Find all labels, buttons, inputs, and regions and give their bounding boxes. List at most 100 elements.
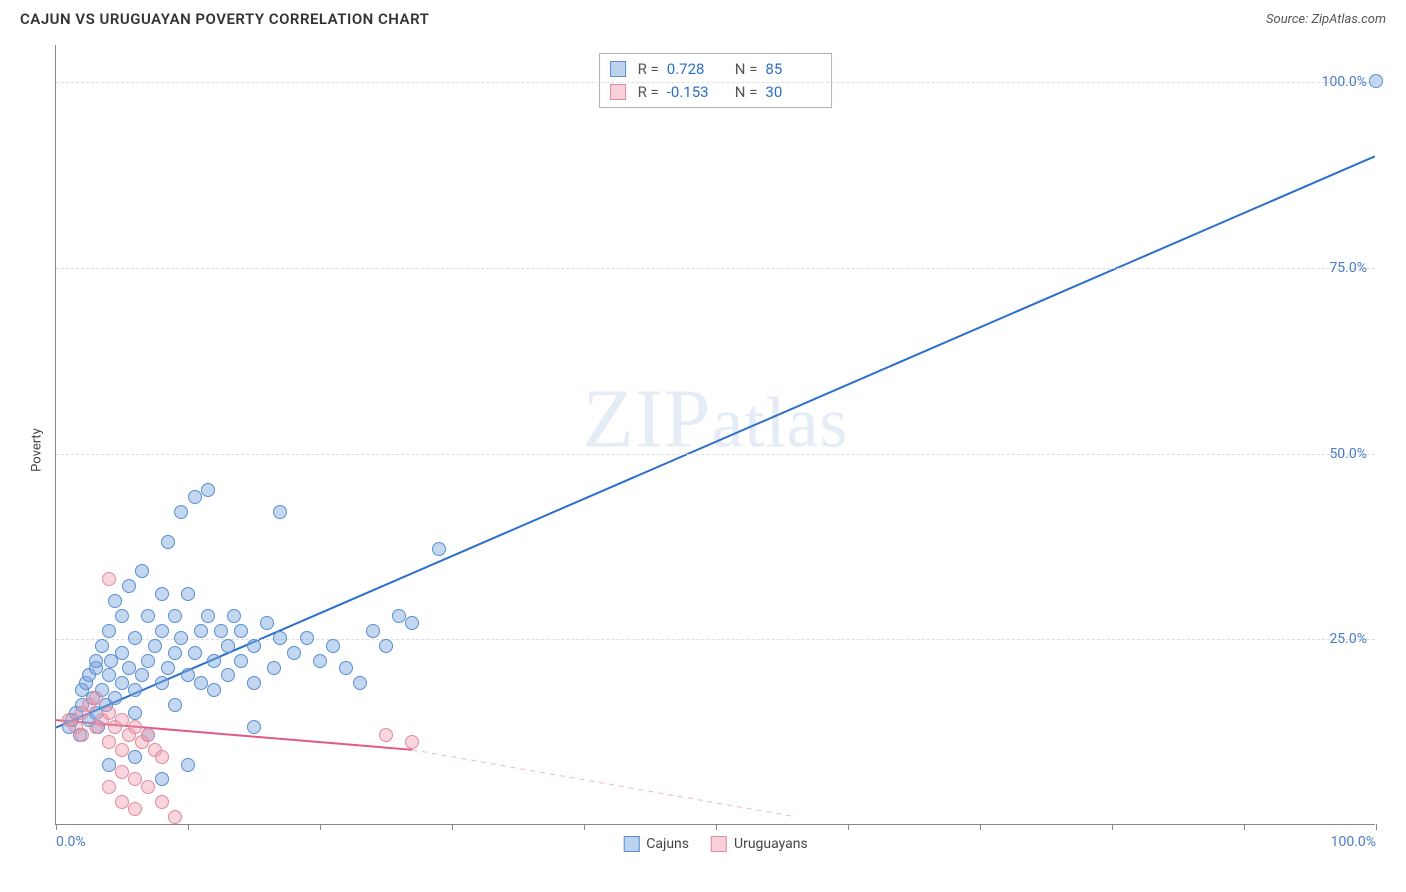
data-point [115, 646, 129, 660]
n-value: 30 [765, 81, 821, 104]
data-point [432, 542, 446, 556]
x-tick [848, 824, 849, 830]
legend-label: Uruguayans [734, 836, 808, 852]
n-label: N = [735, 58, 758, 81]
data-point [379, 728, 393, 742]
data-point [181, 758, 195, 772]
data-point [115, 713, 129, 727]
data-point [128, 631, 142, 645]
data-point [155, 750, 169, 764]
gridline [56, 82, 1375, 83]
data-point [326, 639, 340, 653]
data-point [313, 654, 327, 668]
x-tick [1376, 824, 1377, 830]
legend-swatch [610, 61, 626, 77]
y-tick-label: 25.0% [1329, 631, 1367, 647]
x-tick [56, 824, 57, 830]
data-point [300, 631, 314, 645]
data-point [221, 639, 235, 653]
legend-swatch [610, 84, 626, 100]
data-point [155, 772, 169, 786]
data-point [89, 654, 103, 668]
data-point [194, 676, 208, 690]
data-point [102, 780, 116, 794]
data-point [221, 668, 235, 682]
data-point [405, 735, 419, 749]
data-point [141, 609, 155, 623]
data-point [267, 661, 281, 675]
data-point [273, 505, 287, 519]
gridline [56, 454, 1375, 455]
r-value: -0.153 [667, 81, 723, 104]
data-point [141, 654, 155, 668]
data-point [155, 676, 169, 690]
data-point [188, 490, 202, 504]
source-attribution: Source: ZipAtlas.com [1266, 12, 1386, 27]
data-point [181, 587, 195, 601]
series-legend: Cajuns Uruguayans [623, 836, 808, 852]
data-point [95, 639, 109, 653]
data-point [108, 594, 122, 608]
legend-item: Uruguayans [711, 836, 808, 852]
data-point [128, 802, 142, 816]
data-point [168, 609, 182, 623]
data-point [214, 624, 228, 638]
data-point [155, 795, 169, 809]
chart-container: Poverty ZIPatlas R =0.728N =85R =-0.153N… [20, 40, 1386, 860]
data-point [115, 609, 129, 623]
data-point [247, 720, 261, 734]
y-axis-label: Poverty [29, 428, 44, 472]
data-point [115, 676, 129, 690]
source-label: Source: [1266, 12, 1311, 27]
data-point [1369, 74, 1383, 88]
data-point [168, 698, 182, 712]
data-point [115, 795, 129, 809]
data-point [102, 758, 116, 772]
data-point [168, 810, 182, 824]
x-tick [980, 824, 981, 830]
data-point [247, 639, 261, 653]
data-point [287, 646, 301, 660]
data-point [75, 728, 89, 742]
data-point [161, 535, 175, 549]
data-point [227, 609, 241, 623]
n-label: N = [735, 81, 758, 104]
data-point [207, 683, 221, 697]
x-tick-label: 100.0% [1331, 834, 1376, 850]
data-point [135, 564, 149, 578]
data-point [168, 646, 182, 660]
data-point [128, 772, 142, 786]
x-tick [1112, 824, 1113, 830]
data-point [89, 691, 103, 705]
source-name: ZipAtlas.com [1311, 12, 1386, 27]
data-point [161, 661, 175, 675]
data-point [128, 720, 142, 734]
data-point [102, 735, 116, 749]
legend-swatch [623, 836, 639, 852]
data-point [392, 609, 406, 623]
data-point [353, 676, 367, 690]
data-point [339, 661, 353, 675]
data-point [102, 706, 116, 720]
x-tick [452, 824, 453, 830]
data-point [234, 624, 248, 638]
data-point [188, 646, 202, 660]
correlation-stats-box: R =0.728N =85R =-0.153N =30 [599, 53, 833, 108]
data-point [201, 483, 215, 497]
data-point [273, 631, 287, 645]
data-point [148, 639, 162, 653]
data-point [141, 780, 155, 794]
data-point [115, 765, 129, 779]
legend-item: Cajuns [623, 836, 689, 852]
x-tick [188, 824, 189, 830]
data-point [102, 624, 116, 638]
legend-label: Cajuns [646, 836, 689, 852]
r-label: R = [638, 81, 659, 104]
plot-area: ZIPatlas R =0.728N =85R =-0.153N =30 Caj… [55, 45, 1375, 825]
data-point [234, 654, 248, 668]
x-tick [320, 824, 321, 830]
data-point [122, 579, 136, 593]
data-point [115, 743, 129, 757]
r-value: 0.728 [667, 58, 723, 81]
stats-row: R =0.728N =85 [610, 58, 822, 81]
